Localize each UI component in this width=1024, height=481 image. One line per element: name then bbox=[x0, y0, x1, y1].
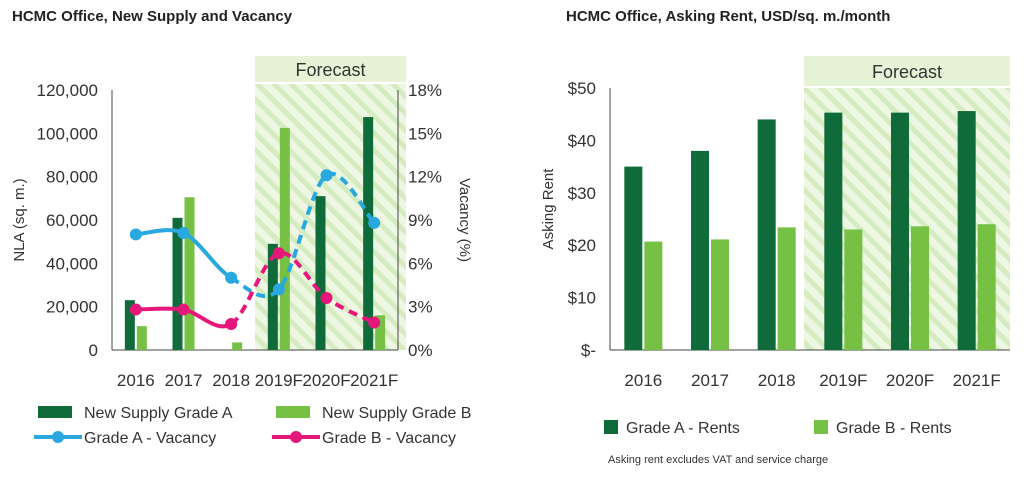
point-grade-b-vacancy bbox=[177, 303, 190, 316]
y2-tick-label: 15% bbox=[408, 124, 442, 143]
y-tick-label: $50 bbox=[568, 79, 596, 98]
forecast-label: Forecast bbox=[872, 62, 942, 82]
bar-grade-a-rent bbox=[624, 166, 643, 350]
bar-grade-a-rent bbox=[891, 112, 909, 351]
bar-grade-b-rent bbox=[777, 227, 796, 350]
y2-tick-label: 18% bbox=[408, 81, 442, 100]
forecast-header-band bbox=[804, 56, 1010, 86]
y2-tick-label: 6% bbox=[408, 254, 433, 273]
legend-label: Grade A - Rents bbox=[626, 420, 740, 437]
rent-footnote: Asking rent excludes VAT and service cha… bbox=[608, 454, 829, 466]
asking-rent-chart: Forecast $- $10 $20 $30 $40 $50 2016 2017 2018 201… bbox=[540, 56, 1010, 437]
x-tick-label: 2016 bbox=[117, 371, 155, 390]
point-grade-b-vacancy bbox=[368, 316, 381, 329]
legend-label: Grade B - Rents bbox=[836, 420, 952, 437]
point-grade-b-vacancy bbox=[320, 292, 333, 304]
y-tick-label: 60,000 bbox=[46, 211, 98, 230]
legend-swatch-marker bbox=[290, 431, 302, 443]
legend-swatch bbox=[604, 420, 618, 434]
y2-tick-label: 12% bbox=[408, 168, 442, 187]
chart1-title: HCMC Office, New Supply and Vacancy bbox=[12, 8, 293, 25]
point-grade-b-vacancy bbox=[225, 318, 238, 330]
bar-grade-a-supply bbox=[172, 217, 183, 350]
point-grade-b-vacancy bbox=[272, 247, 285, 260]
x-tick-label: 2020F bbox=[302, 371, 350, 390]
y-tick-label: $40 bbox=[568, 131, 596, 150]
y-tick-label: 100,000 bbox=[37, 124, 98, 143]
y-tick-label: $10 bbox=[568, 289, 596, 308]
legend-swatch bbox=[276, 406, 310, 418]
x-tick-label: 2016 bbox=[624, 371, 662, 390]
legend-label: Grade A - Vacancy bbox=[84, 430, 216, 447]
bar-grade-a-rent bbox=[957, 111, 976, 350]
legend-swatch-marker bbox=[52, 431, 64, 443]
forecast-label: Forecast bbox=[295, 60, 365, 80]
bar-grade-b-rent bbox=[911, 226, 929, 350]
x-tick-label: 2017 bbox=[165, 371, 203, 390]
y2-tick-label: 9% bbox=[408, 211, 433, 230]
bar-grade-b-supply bbox=[232, 342, 243, 350]
x-tick-label: 2018 bbox=[758, 371, 796, 390]
bar-grade-b-supply bbox=[279, 127, 290, 351]
bar-grade-a-supply bbox=[124, 300, 135, 350]
point-grade-a-vacancy bbox=[320, 169, 333, 182]
x-tick-label: 2018 bbox=[212, 371, 250, 390]
bar-grade-b-rent bbox=[977, 224, 996, 350]
y-tick-label: $30 bbox=[568, 184, 596, 203]
line-grade-b-vacancy-forecast bbox=[229, 251, 376, 326]
legend-swatch bbox=[38, 406, 72, 418]
y-axis-title: Asking Rent bbox=[540, 168, 557, 250]
bar-grade-a-supply bbox=[267, 243, 278, 350]
x-tick-label: 2021F bbox=[350, 371, 398, 390]
forecast-header-band bbox=[255, 56, 406, 82]
point-grade-a-vacancy bbox=[129, 228, 142, 241]
supply-vacancy-chart: Forecast 0 20,000 40,000 60,000 80,000 100,000… bbox=[11, 56, 473, 447]
y2-tick-label: 3% bbox=[408, 298, 433, 317]
y-tick-label: $20 bbox=[568, 236, 596, 255]
point-grade-b-vacancy bbox=[129, 303, 142, 316]
point-grade-a-vacancy bbox=[368, 216, 381, 229]
bar-grade-a-rent bbox=[757, 119, 776, 350]
bar-grade-b-supply bbox=[375, 315, 386, 350]
bar-grade-a-supply bbox=[363, 117, 374, 350]
legend-label: New Supply Grade A bbox=[84, 405, 233, 422]
legend-label: Grade B - Vacancy bbox=[322, 430, 456, 447]
y-tick-label: 0 bbox=[89, 341, 98, 360]
chart2-title: HCMC Office, Asking Rent, USD/sq. m./mon… bbox=[566, 8, 891, 25]
bar-grade-a-supply bbox=[315, 196, 326, 350]
bar-grade-b-rent bbox=[644, 241, 663, 350]
bar-grade-b-supply bbox=[184, 197, 195, 350]
y-tick-label: 120,000 bbox=[37, 81, 98, 100]
y-tick-label: 80,000 bbox=[46, 168, 98, 187]
y-tick-label: 40,000 bbox=[46, 254, 98, 273]
y-axis-title: NLA (sq. m.) bbox=[11, 178, 28, 261]
point-grade-a-vacancy bbox=[272, 283, 285, 296]
x-tick-label: 2021F bbox=[953, 371, 1001, 390]
legend-label: New Supply Grade B bbox=[322, 405, 471, 422]
line-grade-a-vacancy-forecast bbox=[230, 171, 376, 299]
y-tick-label: $- bbox=[581, 341, 596, 360]
bar-grade-a-rent bbox=[691, 150, 709, 350]
bar-grade-b-rent bbox=[844, 229, 863, 350]
x-tick-label: 2020F bbox=[886, 371, 934, 390]
bar-grade-b-supply bbox=[136, 326, 147, 350]
point-grade-a-vacancy bbox=[225, 271, 238, 284]
legend-swatch bbox=[814, 420, 828, 434]
x-tick-label: 2017 bbox=[691, 371, 729, 390]
x-tick-label: 2019F bbox=[255, 371, 303, 390]
bar-grade-a-rent bbox=[824, 112, 843, 351]
y2-tick-label: 0% bbox=[408, 341, 433, 360]
point-grade-a-vacancy bbox=[177, 227, 190, 239]
y2-axis-title: Vacancy (%) bbox=[456, 178, 473, 262]
y-tick-label: 20,000 bbox=[46, 298, 98, 317]
bar-grade-b-rent bbox=[711, 239, 729, 350]
x-tick-label: 2019F bbox=[819, 371, 867, 390]
